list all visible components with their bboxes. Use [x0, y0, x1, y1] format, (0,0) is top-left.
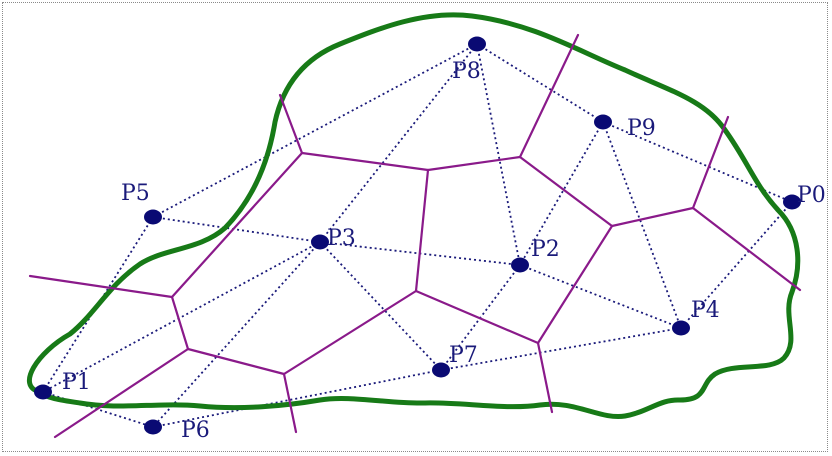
- delaunay-edge-p8-p9: [476, 43, 604, 123]
- region-boundary: [26, 12, 801, 420]
- delaunay-edge-p3-p6: [152, 241, 321, 428]
- delaunay-edge-p2-p4: [519, 264, 682, 329]
- delaunay-edge-p7-p4: [440, 327, 682, 371]
- site-label-p9: P9: [627, 116, 656, 141]
- site-label-p6: P6: [181, 418, 210, 443]
- delaunay-edge-p5-p3: [152, 216, 321, 243]
- voronoi-edge-3: [426, 155, 522, 172]
- voronoi-edge-12: [414, 168, 430, 293]
- site-label-p3: P3: [327, 226, 356, 251]
- site-point-p1: [34, 384, 52, 400]
- site-point-p7: [432, 362, 450, 378]
- delaunay-edge-p6-p7: [152, 369, 442, 428]
- site-point-p4: [672, 320, 690, 336]
- voronoi-edge-5: [518, 155, 614, 228]
- voronoi-edge-7: [691, 115, 730, 210]
- site-point-p8: [468, 36, 486, 52]
- voronoi-edge-11: [414, 289, 540, 345]
- site-label-p1: P1: [62, 370, 91, 395]
- voronoi-edge-15: [186, 347, 286, 376]
- voronoi-edge-19: [53, 347, 190, 439]
- delaunay-edge-p1-p6: [42, 391, 154, 428]
- voronoi-edge-9: [536, 224, 614, 345]
- voronoi-edge-16: [170, 295, 190, 351]
- site-point-p2: [511, 257, 529, 273]
- voronoi-edge-1: [278, 93, 304, 155]
- voronoi-edges: [28, 33, 802, 439]
- delaunay-edge-p9-p4: [602, 121, 682, 329]
- site-point-p5: [144, 209, 162, 225]
- site-label-p0: P0: [797, 183, 826, 208]
- delaunay-edge-p8-p2: [476, 43, 521, 266]
- site-point-p0: [783, 194, 801, 210]
- voronoi-edge-8: [691, 206, 802, 292]
- site-label-p5: P5: [121, 181, 150, 206]
- voronoi-edge-2: [300, 151, 430, 172]
- delaunay-edge-p3-p7: [319, 241, 442, 371]
- site-label-p2: P2: [531, 237, 560, 262]
- diagram-frame: [2, 2, 828, 452]
- site-point-p9: [594, 114, 612, 130]
- site-point-p6: [144, 419, 162, 435]
- delaunay-edge-p8-p3: [319, 43, 478, 243]
- delaunay-edge-p8-p5: [152, 43, 478, 218]
- voronoi-edge-6: [610, 206, 695, 228]
- voronoi-edge-10: [536, 341, 554, 414]
- site-label-p8: P8: [452, 59, 481, 84]
- site-points: P0 P1 P2 P3 P4 P5 P6 P7 P8 P9: [34, 36, 826, 443]
- site-label-p7: P7: [449, 343, 478, 368]
- voronoi-edge-4: [518, 33, 580, 159]
- site-label-p4: P4: [691, 298, 720, 323]
- voronoi-edge-13: [282, 289, 418, 376]
- voronoi-edge-18: [28, 274, 174, 299]
- site-point-p3: [311, 234, 329, 250]
- voronoi-edge-17: [170, 151, 304, 299]
- voronoi-edge-14: [282, 372, 298, 434]
